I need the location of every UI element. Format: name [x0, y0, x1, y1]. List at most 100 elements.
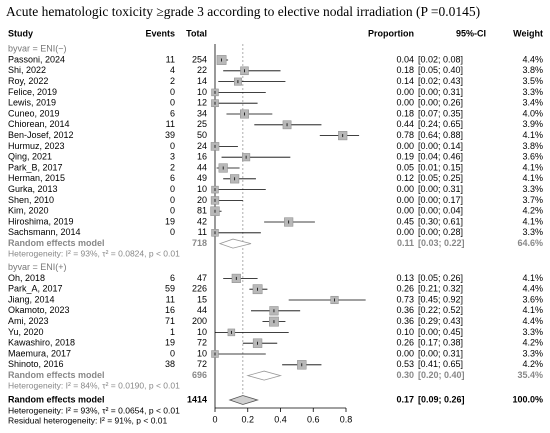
confidence-interval: [0.29; 0.43]	[418, 316, 463, 326]
column-header: 95%-CI	[456, 28, 486, 38]
study-name: Ben-Josef, 2012	[8, 130, 74, 140]
events: 3	[170, 152, 175, 162]
x-tick-label: 0.4	[274, 414, 287, 424]
total: 696	[192, 370, 207, 380]
total: 12	[197, 98, 207, 108]
weight: 4.0%	[522, 108, 543, 118]
column-header: Events	[145, 28, 175, 38]
model-name: Random effects model	[8, 370, 105, 380]
events: 0	[170, 98, 175, 108]
column-header: Total	[186, 28, 207, 38]
total: 72	[197, 338, 207, 348]
proportion: 0.73	[396, 294, 414, 304]
total: 22	[197, 65, 207, 75]
events: 6	[170, 173, 175, 183]
events: 38	[165, 359, 175, 369]
total: 49	[197, 173, 207, 183]
confidence-interval: [0.45; 0.92]	[418, 294, 463, 304]
proportion: 0.30	[396, 370, 414, 380]
proportion: 0.19	[396, 152, 414, 162]
proportion: 0.11	[397, 238, 414, 248]
overall-heterogeneity: Heterogeneity: I² = 93%, τ² = 0.0654, p …	[8, 405, 180, 415]
column-header: Proportion	[368, 28, 414, 38]
study-name: Maemura, 2017	[8, 348, 71, 358]
weight: 4.1%	[522, 130, 543, 140]
proportion: 0.00	[396, 98, 414, 108]
confidence-interval: [0.00; 0.17]	[418, 195, 463, 205]
total: 254	[192, 54, 207, 64]
events: 0	[170, 141, 175, 151]
total: 10	[197, 327, 207, 337]
total: 10	[197, 87, 207, 97]
weight: 3.3%	[522, 227, 543, 237]
proportion: 0.00	[396, 227, 414, 237]
proportion: 0.13	[396, 273, 414, 283]
total: 226	[192, 284, 207, 294]
study-name: Ami, 2023	[8, 316, 49, 326]
column-header: Study	[8, 28, 33, 38]
total: 15	[197, 294, 207, 304]
proportion: 0.14	[396, 76, 414, 86]
study-name: Chiorean, 2014	[8, 119, 70, 129]
confidence-interval: [0.00; 0.14]	[418, 141, 463, 151]
proportion: 0.36	[396, 305, 414, 315]
events: 0	[170, 87, 175, 97]
weight: 3.6%	[522, 152, 543, 162]
study-name: Park_B, 2017	[8, 162, 63, 172]
study-name: Roy, 2022	[8, 76, 48, 86]
proportion: 0.12	[396, 173, 414, 183]
weight: 3.5%	[522, 76, 543, 86]
events: 11	[166, 294, 175, 304]
confidence-interval: [0.00; 0.26]	[418, 98, 463, 108]
weight: 35.4%	[517, 370, 543, 380]
events: 6	[170, 108, 175, 118]
weight: 64.6%	[517, 238, 543, 248]
total: 42	[197, 216, 207, 226]
study-name: Felice, 2019	[8, 87, 57, 97]
weight: 4.1%	[522, 273, 543, 283]
proportion: 0.00	[396, 184, 414, 194]
total: 10	[197, 348, 207, 358]
proportion: 0.26	[396, 338, 414, 348]
subgroup-label: byvar = ENI(−)	[8, 43, 67, 53]
events: 19	[165, 216, 175, 226]
subgroup-label: byvar = ENI(+)	[8, 262, 67, 272]
events: 0	[170, 348, 175, 358]
weight: 3.3%	[522, 87, 543, 97]
total: 47	[197, 273, 207, 283]
weight: 4.4%	[522, 284, 543, 294]
confidence-interval: [0.05; 0.40]	[418, 65, 463, 75]
events: 4	[170, 65, 175, 75]
confidence-interval: [0.00; 0.31]	[418, 348, 463, 358]
study-name: Shinoto, 2016	[8, 359, 64, 369]
confidence-interval: [0.17; 0.38]	[418, 338, 463, 348]
proportion: 0.17	[396, 394, 414, 404]
confidence-interval: [0.09; 0.26]	[418, 394, 465, 404]
confidence-interval: [0.24; 0.65]	[418, 119, 463, 129]
events: 19	[165, 338, 175, 348]
confidence-interval: [0.02; 0.08]	[418, 54, 463, 64]
confidence-interval: [0.05; 0.25]	[418, 173, 463, 183]
proportion: 0.04	[396, 54, 414, 64]
confidence-interval: [0.41; 0.65]	[418, 359, 463, 369]
total: 81	[197, 206, 207, 216]
residual-heterogeneity: Residual heterogeneity: I² = 91%, p < 0.…	[8, 415, 168, 425]
proportion: 0.26	[396, 284, 414, 294]
weight: 3.3%	[522, 348, 543, 358]
weight: 100.0%	[512, 394, 543, 404]
total: 10	[197, 184, 207, 194]
total: 50	[197, 130, 207, 140]
proportion: 0.36	[396, 316, 414, 326]
weight: 3.8%	[522, 141, 543, 151]
proportion: 0.05	[396, 162, 414, 172]
study-name: Jiang, 2014	[8, 294, 55, 304]
study-name: Herman, 2015	[8, 173, 65, 183]
study-name: Okamoto, 2023	[8, 305, 70, 315]
proportion: 0.00	[396, 195, 414, 205]
study-name: Sachsmann, 2014	[8, 227, 81, 237]
events: 11	[166, 54, 175, 64]
confidence-interval: [0.20; 0.40]	[418, 370, 465, 380]
weight: 3.4%	[522, 98, 543, 108]
weight: 4.4%	[522, 54, 543, 64]
study-name: Shi, 2022	[8, 65, 46, 75]
